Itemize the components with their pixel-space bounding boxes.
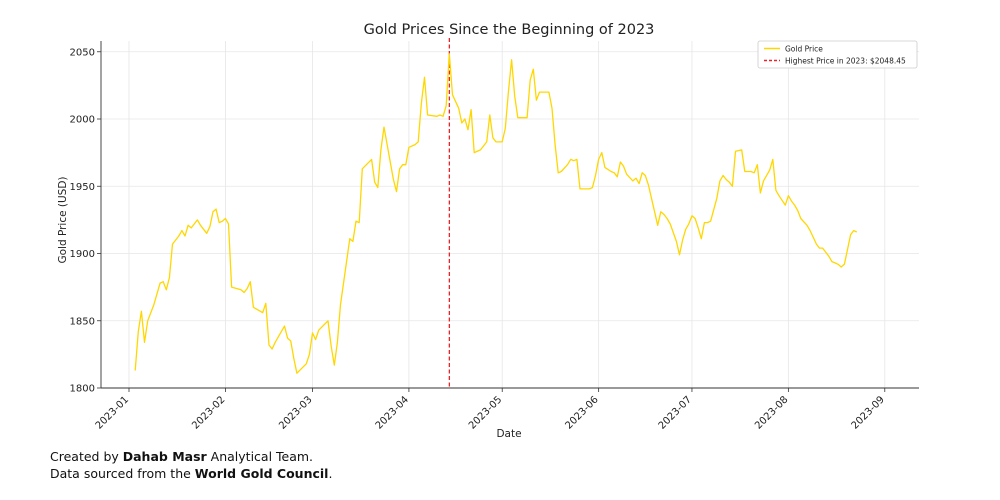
credits: Created by Dahab Masr Analytical Team. D… (50, 448, 332, 482)
x-tick-label: 2023-05 (467, 394, 504, 431)
chart-title: Gold Prices Since the Beginning of 2023 (364, 22, 655, 38)
credits-prefix: Created by (50, 449, 123, 464)
x-tick-label: 2023-02 (190, 394, 227, 431)
y-tick-label: 1950 (70, 182, 95, 193)
series-line-gold-price (134, 53, 858, 374)
gold-price-chart: Gold Prices Since the Beginning of 2023 … (57, 22, 919, 440)
x-tick-label: 2023-06 (563, 394, 600, 431)
legend-box (757, 40, 918, 69)
legend: Gold Price Highest Price in 2023: $2048.… (757, 40, 918, 69)
credits-line-creator: Created by Dahab Masr Analytical Team. (50, 448, 332, 465)
legend-label-gold-price: Gold Price (785, 45, 823, 54)
grid (101, 41, 919, 389)
credits-suffix: Analytical Team. (206, 449, 314, 464)
y-tick-label: 1900 (70, 249, 95, 260)
series-layer (134, 53, 858, 374)
y-axis-label: Gold Price (USD) (57, 176, 69, 263)
x-tick-label: 2023-01 (94, 394, 131, 431)
x-tick-label: 2023-03 (277, 394, 314, 431)
y-tick-label: 1800 (70, 384, 95, 395)
x-tick-label: 2023-08 (753, 394, 790, 431)
source-prefix: Data sourced from the (50, 466, 195, 481)
y-tick-label: 2050 (70, 47, 95, 58)
axes: 1800 1850 1900 1950 2000 2050 2023-01 2023-02 20… (70, 41, 919, 432)
y-tick-label: 2000 (70, 115, 95, 126)
x-tick-label: 2023-09 (850, 394, 887, 431)
source-name: World Gold Council (194, 466, 329, 481)
x-tick-label: 2023-07 (657, 394, 694, 431)
credits-line-source: Data sourced from the World Gold Council… (50, 465, 332, 482)
legend-label-highest-price: Highest Price in 2023: $2048.45 (785, 57, 906, 66)
source-suffix: . (328, 466, 333, 481)
y-tick-label: 1850 (70, 316, 95, 327)
credits-team-name: Dahab Masr (122, 449, 207, 464)
x-axis-label: Date (496, 428, 521, 440)
x-tick-label: 2023-04 (374, 394, 411, 431)
